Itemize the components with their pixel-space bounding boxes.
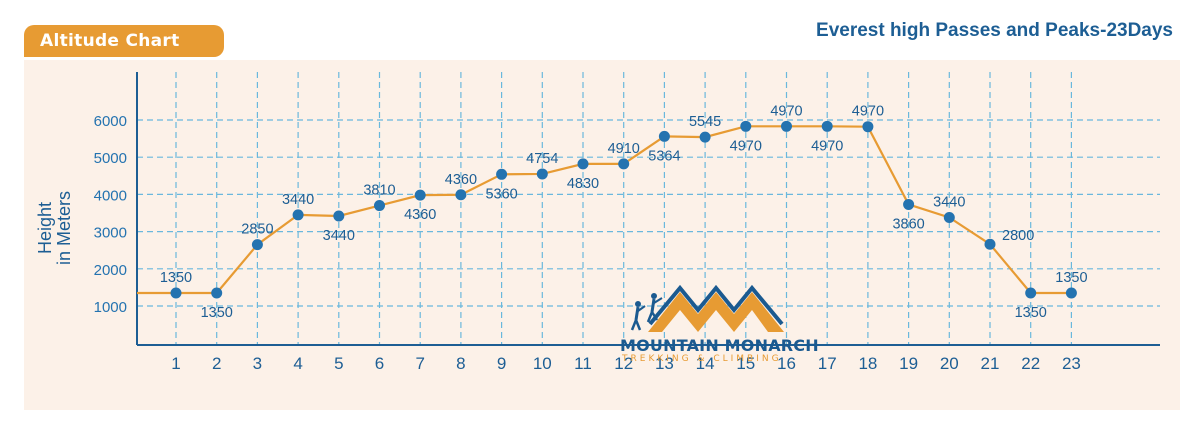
chart-panel: 1000 2000 3000 4000 5000 6000 1 2 3 4 5 6 7 8 9 10 11 12 1… xyxy=(24,60,1180,410)
y-tick-label: 1000 xyxy=(94,299,127,316)
altitude-chart-badge: Altitude Chart xyxy=(24,25,224,57)
data-label: 5360 xyxy=(485,186,517,202)
data-label: 1350 xyxy=(160,270,192,286)
badge-label: Altitude Chart xyxy=(40,31,180,51)
data-point xyxy=(333,210,345,222)
x-tick-label: 5 xyxy=(334,354,343,373)
x-tick-label: 19 xyxy=(899,354,918,373)
x-tick-label: 3 xyxy=(253,354,262,373)
data-point xyxy=(943,211,955,223)
data-label: 4360 xyxy=(445,172,477,188)
data-label: 4360 xyxy=(404,207,436,223)
altitude-series-line xyxy=(137,125,1072,295)
data-label: 4830 xyxy=(567,176,599,192)
logo-tagline: TREKKING & CLIMBING xyxy=(622,354,782,364)
data-label: 2850 xyxy=(241,222,273,238)
x-tick-label: 12 xyxy=(614,354,633,373)
mountain-logo-icon xyxy=(630,284,784,332)
data-label: 3440 xyxy=(933,194,965,210)
data-point xyxy=(374,200,385,212)
data-point xyxy=(577,158,589,170)
x-tick-label: 17 xyxy=(818,354,837,373)
data-label: 4970 xyxy=(811,138,843,154)
data-label: 4970 xyxy=(730,138,762,154)
x-tick-label: 6 xyxy=(375,354,384,373)
x-tick-label: 9 xyxy=(497,354,506,373)
data-point xyxy=(455,189,467,201)
data-label: 3860 xyxy=(892,216,924,232)
data-point xyxy=(821,120,833,132)
y-axis-title: Height xyxy=(35,202,55,254)
x-tick-label: 2 xyxy=(212,354,221,373)
data-label: 5545 xyxy=(689,114,721,130)
x-tick-label: 18 xyxy=(858,354,877,373)
x-tick-label: 21 xyxy=(981,354,1000,373)
data-point xyxy=(1065,287,1077,299)
x-tick-label: 7 xyxy=(415,354,424,373)
data-point xyxy=(618,158,630,170)
data-point xyxy=(211,287,223,299)
data-label: 4754 xyxy=(526,151,558,167)
y-axis-title: in Meters xyxy=(54,191,74,265)
data-point xyxy=(1025,287,1037,299)
y-tick-label: 5000 xyxy=(94,150,127,167)
data-point xyxy=(903,198,915,210)
x-tick-label: 23 xyxy=(1062,354,1081,373)
y-tick-label: 6000 xyxy=(94,113,127,130)
data-label: 4910 xyxy=(608,141,640,157)
data-label: 1350 xyxy=(1015,305,1047,321)
x-tick-label: 10 xyxy=(533,354,552,373)
x-tick-label: 1 xyxy=(171,354,180,373)
data-label: 2800 xyxy=(1002,228,1034,244)
x-tick-label: 11 xyxy=(574,354,592,373)
data-label: 4970 xyxy=(770,103,802,119)
data-point xyxy=(699,131,711,143)
data-point xyxy=(170,287,182,299)
logo-name: MOUNTAIN MONARCH xyxy=(620,336,819,355)
x-tick-label: 15 xyxy=(736,354,755,373)
data-point xyxy=(536,168,548,180)
data-label: 5364 xyxy=(648,148,680,164)
data-label: 3440 xyxy=(282,192,314,208)
trip-title: Everest high Passes and Peaks-23Days xyxy=(816,20,1173,41)
x-tick-label: 16 xyxy=(777,354,796,373)
data-point xyxy=(781,120,792,132)
data-point xyxy=(414,189,426,201)
y-tick-label: 3000 xyxy=(94,225,127,242)
x-tick-label: 8 xyxy=(456,354,465,373)
x-tick-label: 14 xyxy=(696,354,715,373)
data-label: 4970 xyxy=(852,104,884,120)
data-point xyxy=(292,209,304,221)
data-point xyxy=(984,238,996,250)
data-point xyxy=(658,130,670,142)
x-tick-label: 20 xyxy=(940,354,959,373)
data-point xyxy=(251,239,263,251)
data-label: 1350 xyxy=(201,305,233,321)
data-point xyxy=(496,168,508,180)
mountain-monarch-logo: MOUNTAIN MONARCH TREKKING & CLIMBING xyxy=(618,284,819,364)
x-tick-label: 13 xyxy=(655,354,674,373)
x-tick-label: 4 xyxy=(293,354,302,373)
data-label: 1350 xyxy=(1055,270,1087,286)
data-point xyxy=(740,120,752,132)
data-label: 3440 xyxy=(323,228,355,244)
y-tick-label: 4000 xyxy=(94,187,127,204)
data-label: 3810 xyxy=(363,183,395,199)
data-point xyxy=(862,121,874,133)
x-tick-label: 22 xyxy=(1021,354,1040,373)
y-tick-label: 2000 xyxy=(94,262,127,279)
